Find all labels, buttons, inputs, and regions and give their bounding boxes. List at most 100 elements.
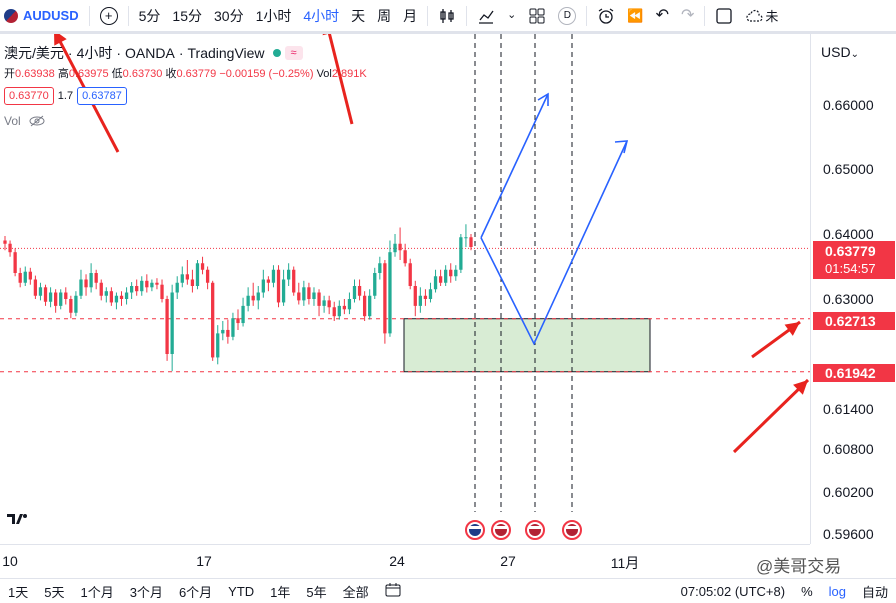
candle-body [307,287,311,299]
annotation-arrowhead [784,322,800,336]
candle-body [226,329,230,337]
time-tick: 11月 [610,555,640,571]
support-zone [403,318,651,373]
cloud-save-button[interactable]: 未 [739,1,784,31]
date-range-button[interactable] [377,582,409,600]
dividends-toggle[interactable]: D [552,1,582,31]
low-value: 0.63730 [122,68,163,80]
layouts-button[interactable] [522,1,552,31]
legend-interval[interactable]: 4小时 [76,45,113,61]
approx-icon[interactable]: ≈ [284,46,303,60]
volume-indicator-label[interactable]: Vol [4,114,21,128]
currency-selector[interactable]: USD⌄ [821,44,859,60]
candle-body [276,269,281,303]
tradingview-logo[interactable] [6,512,30,531]
range-5d[interactable]: 5天 [44,584,65,600]
percent-toggle[interactable]: % [801,584,813,599]
buy-price-button[interactable]: 0.63787 [77,87,127,105]
price-axis[interactable]: USD⌄ 0.66000 0.65000 0.64000 0.63000 0.6… [810,34,896,544]
range-ytd[interactable]: YTD [228,583,255,599]
indicator-letter-badge: D [558,6,577,25]
legend-pair[interactable]: 澳元/美元 [4,45,64,61]
candle-body [444,269,448,283]
candle-body [190,279,195,286]
current-price-value: 0.63779 [825,243,876,259]
time-axis[interactable]: 10 17 24 27 11月 [0,544,810,574]
range-3m[interactable]: 3个月 [129,584,163,600]
spread-value: 1.7 [57,90,74,102]
indicators-dropdown[interactable]: ⌄ [501,1,522,31]
range-1y[interactable]: 1年 [270,584,291,600]
candle-body [69,299,73,313]
toolbar-divider [586,5,588,26]
level-upper-label: 0.62713 [813,312,895,330]
candle-body [140,280,144,292]
candle-body [3,240,7,244]
clock-timezone[interactable]: 07:05:02 (UTC+8) [680,584,786,599]
interval-15m[interactable]: 15分 [172,7,202,24]
candle-body [464,237,468,239]
candle-body [221,329,225,334]
add-symbol-button[interactable]: + [94,1,124,31]
sell-price-button[interactable]: 0.63770 [4,87,54,105]
interval-day[interactable]: 天 [351,7,366,24]
undo-button[interactable]: ↶ [650,1,675,31]
event-flag-stripe [495,526,507,529]
high-label: 高 [57,68,69,80]
candle-body [13,252,17,273]
candle-body [246,295,250,306]
replay-button[interactable]: ⏪ [621,1,649,31]
grid-layout-icon [529,8,545,23]
interval-30m[interactable]: 30分 [214,7,244,24]
candle-body [160,284,164,299]
candle-body [200,263,205,270]
close-value: 0.63779 [176,68,217,80]
cloud-icon [746,9,763,22]
candle-body [180,274,184,283]
interval-5m[interactable]: 5分 [138,7,161,24]
open-label: 开 [4,68,15,80]
toolbar-divider [127,5,129,26]
alert-button[interactable] [591,1,621,31]
candle-body [418,295,422,306]
fullscreen-button[interactable] [709,1,739,31]
range-1m[interactable]: 1个月 [80,584,114,600]
price-tick: 0.63000 [823,291,874,307]
symbol-search-button[interactable]: AUDUSD [0,1,85,31]
candle-body [33,279,38,296]
bid-ask-row: 0.63770 1.7 0.63787 [4,87,367,105]
range-1d[interactable]: 1天 [8,584,29,600]
candle-body [459,237,463,270]
range-all[interactable]: 全部 [342,584,369,600]
candle-body [292,269,296,293]
log-toggle[interactable]: log [828,584,846,599]
range-6m[interactable]: 6个月 [178,584,213,600]
candle-body [469,237,473,247]
interval-month[interactable]: 月 [403,7,418,24]
candle-body [398,243,402,251]
interval-1h[interactable]: 1小时 [255,7,292,24]
legend-broker: OANDA [125,45,175,61]
eye-hidden-icon[interactable] [29,115,45,127]
redo-button[interactable]: ↷ [675,1,700,31]
interval-week[interactable]: 周 [377,7,392,24]
candle-body [74,295,78,313]
price-tick: 0.66000 [823,97,874,113]
chart-canvas[interactable] [0,34,810,544]
interval-4h[interactable]: 4小时 [303,7,340,24]
legend-platform: TradingView [187,45,265,61]
indicators-button[interactable] [471,1,501,31]
auto-scale-toggle[interactable]: 自动 [861,585,888,600]
candle-body [94,273,98,283]
rewind-icon: ⏪ [627,8,644,23]
chart-type-button[interactable] [432,1,462,31]
candle-body [236,318,240,324]
legend-sep: · [67,45,73,61]
range-5y[interactable]: 5年 [306,584,327,600]
change-value: −0.00159 (−0.25%) [219,68,314,80]
candle-body [205,269,210,283]
candle-body [383,263,387,334]
candle-body [297,292,301,301]
plus-circle-icon: + [99,6,118,25]
annotation-arrow [732,378,810,454]
